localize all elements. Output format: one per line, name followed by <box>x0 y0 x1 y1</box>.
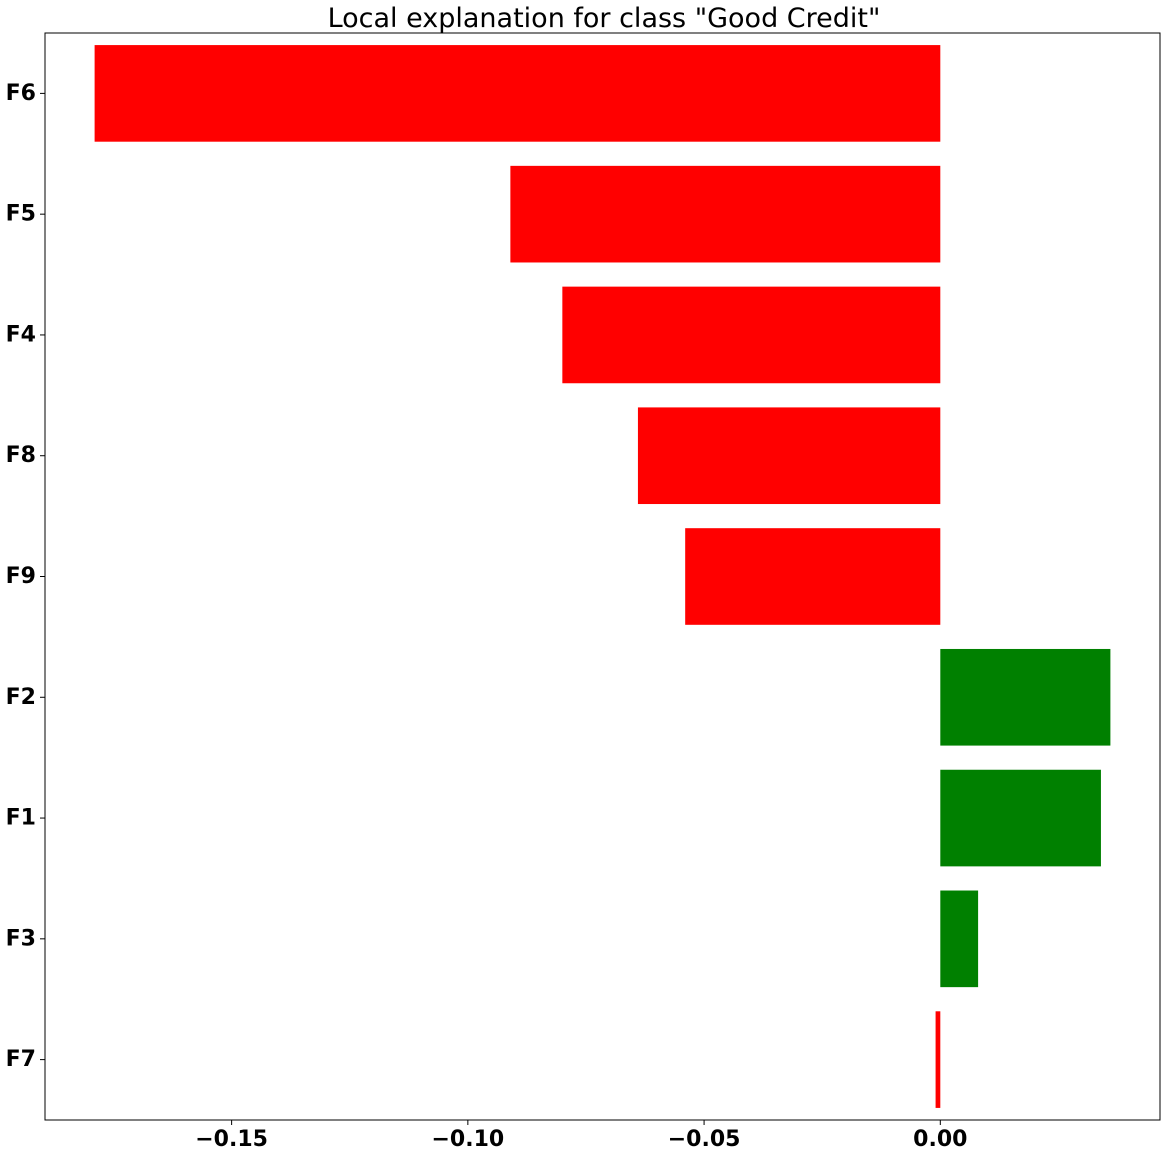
bar-f3 <box>940 890 979 988</box>
y-tick-label-f5: F5 <box>6 202 36 227</box>
bar-f5 <box>510 165 941 263</box>
chart-title: Local explanation for class "Good Credit… <box>328 3 881 34</box>
bars <box>94 45 1111 1108</box>
bar-f2 <box>940 648 1111 746</box>
y-tick-label-f4: F4 <box>6 322 36 347</box>
y-tick-label-f3: F3 <box>6 926 36 951</box>
y-tick-label-f9: F9 <box>6 564 36 589</box>
x-axis: −0.15 −0.10 −0.05 0.00 <box>195 1120 967 1152</box>
bar-f8 <box>637 407 941 505</box>
x-tick-label: 0.00 <box>913 1127 967 1152</box>
bar-f4 <box>562 286 941 384</box>
x-tick-label: −0.05 <box>668 1127 741 1152</box>
y-tick-label-f7: F7 <box>6 1047 36 1072</box>
y-tick-label-f2: F2 <box>6 685 36 710</box>
x-tick-label: −0.10 <box>431 1127 504 1152</box>
y-tick-label-f8: F8 <box>6 443 36 468</box>
bar-f7 <box>935 1011 941 1108</box>
bar-f6 <box>94 45 941 142</box>
y-tick-label-f6: F6 <box>6 81 36 106</box>
bar-f1 <box>940 769 1101 867</box>
y-tick-label-f1: F1 <box>6 806 36 831</box>
x-tick-label: −0.15 <box>195 1127 268 1152</box>
bar-f9 <box>685 528 941 625</box>
y-axis: F6 F5 F4 F8 F9 F2 F1 F3 F7 <box>6 81 45 1072</box>
